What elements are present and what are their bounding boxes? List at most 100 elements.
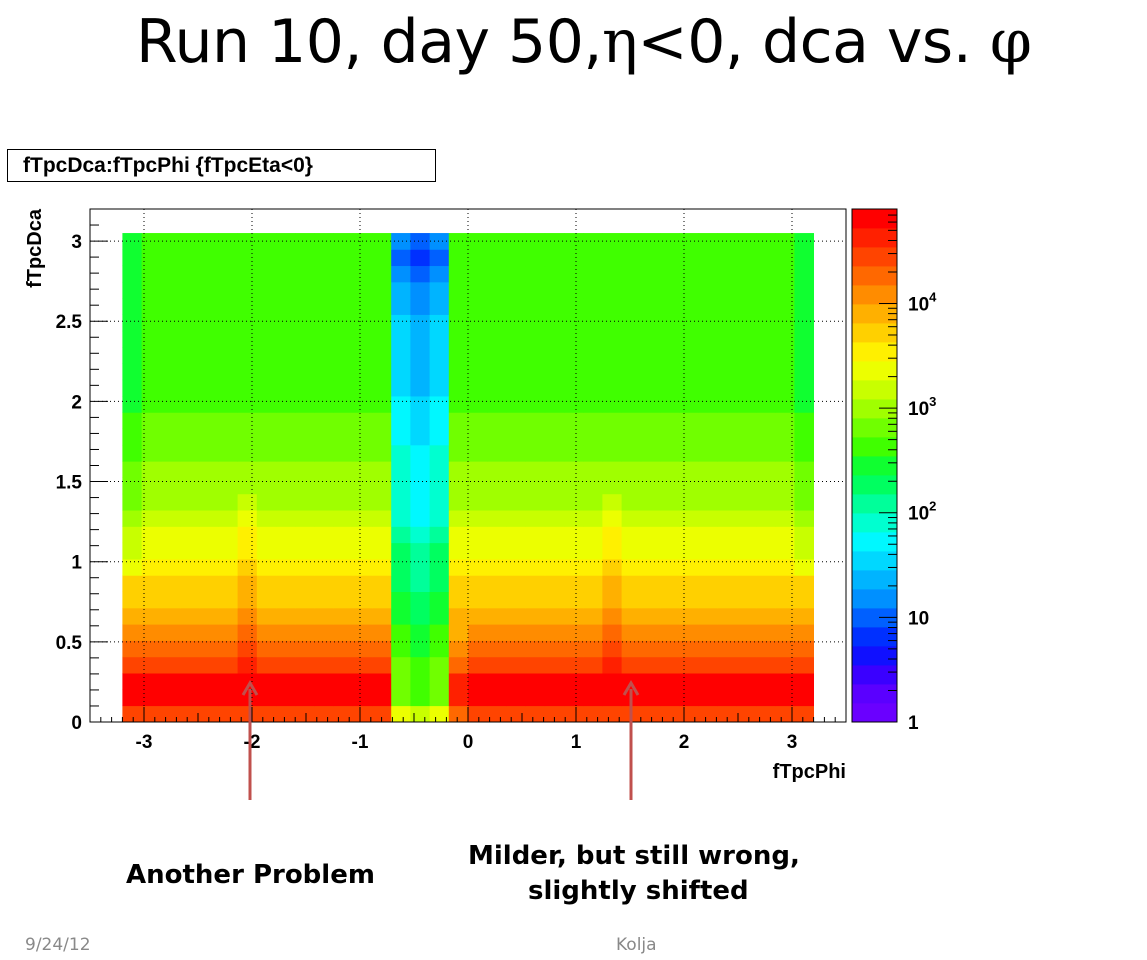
heatmap-cell	[218, 428, 238, 446]
heatmap-cell	[218, 607, 238, 625]
x-tick-label: -3	[136, 732, 153, 753]
heatmap-cell	[564, 444, 584, 462]
heatmap-cell	[122, 542, 142, 560]
heatmap-cell	[429, 233, 450, 250]
heatmap-cell	[794, 640, 814, 658]
heatmap-cell	[160, 265, 181, 283]
heatmap-cell	[448, 526, 469, 544]
heatmap-cell	[237, 428, 258, 446]
heatmap-cell	[410, 477, 430, 495]
heatmap-cell	[160, 281, 181, 299]
heatmap-cell	[256, 705, 277, 723]
heatmap-cell	[333, 428, 354, 446]
heatmap-cell	[410, 461, 430, 478]
heatmap-cell	[199, 412, 219, 430]
heatmap-cell	[180, 542, 200, 560]
heatmap-cell	[544, 249, 565, 267]
heatmap-cell	[621, 314, 642, 332]
heatmap-cell	[602, 396, 622, 413]
heatmap-cell	[679, 330, 699, 348]
heatmap-cell	[256, 689, 277, 707]
colorbar-swatch	[852, 228, 897, 248]
heatmap-cell	[199, 233, 219, 250]
heatmap-cell	[122, 249, 142, 267]
heatmap-cell	[448, 298, 469, 315]
heatmap-cell	[564, 607, 584, 625]
heatmap-cell	[352, 428, 373, 446]
heatmap-cell	[180, 396, 200, 413]
heatmap-cell	[717, 330, 738, 348]
heatmap-cell	[736, 249, 757, 267]
heatmap-cell	[237, 526, 258, 544]
heatmap-cell	[544, 526, 565, 544]
heatmap-cell	[237, 347, 258, 364]
heatmap-cell	[794, 510, 814, 527]
heatmap-cell	[160, 607, 181, 625]
heatmap-cell	[756, 363, 776, 381]
heatmap-cell	[698, 233, 718, 250]
heatmap-cell	[276, 477, 296, 495]
heatmap-cell	[180, 559, 200, 576]
heatmap-cell	[679, 705, 699, 723]
heatmap-cell	[276, 461, 296, 478]
heatmap-cell	[218, 624, 238, 641]
heatmap-cell	[256, 510, 277, 527]
heatmap-cell	[256, 640, 277, 658]
heatmap-cell	[160, 379, 181, 397]
heatmap-cell	[583, 607, 603, 625]
heatmap-cell	[160, 526, 181, 544]
heatmap-cell	[506, 591, 526, 609]
heatmap-cell	[256, 461, 277, 478]
heatmap-cell	[717, 347, 738, 364]
heatmap-cell	[141, 493, 162, 511]
heatmap-cell	[429, 249, 450, 267]
heatmap-cell	[448, 249, 469, 267]
heatmap-cell	[525, 624, 546, 641]
heatmap-cell	[141, 363, 162, 381]
heatmap-cell	[372, 428, 392, 446]
heatmap-cell	[506, 444, 526, 462]
colorbar-swatch	[852, 532, 897, 552]
heatmap-cell	[141, 265, 162, 283]
heatmap-cell	[237, 493, 258, 511]
heatmap-cell	[391, 363, 411, 381]
heatmap-cell	[640, 640, 661, 658]
heatmap-cell	[756, 607, 776, 625]
heatmap-cell	[410, 542, 430, 560]
heatmap-cell	[256, 314, 277, 332]
colorbar-swatch	[852, 304, 897, 324]
heatmap-cell	[602, 379, 622, 397]
heatmap-cell	[122, 510, 142, 527]
heatmap-cell	[276, 656, 296, 674]
heatmap-cell	[794, 493, 814, 511]
heatmap-cell	[698, 396, 718, 413]
heatmap-cell	[122, 298, 142, 315]
heatmap-cell	[487, 591, 507, 609]
heatmap-cell	[276, 542, 296, 560]
heatmap-cell	[160, 542, 181, 560]
heatmap-cell	[372, 298, 392, 315]
colorbar-tick-label: 10	[908, 608, 929, 629]
heatmap-cell	[314, 363, 334, 381]
heatmap-cell	[506, 624, 526, 641]
heatmap-cell	[525, 656, 546, 674]
heatmap-cell	[794, 705, 814, 723]
heatmap-cell	[794, 444, 814, 462]
heatmap-cell	[506, 347, 526, 364]
heatmap-cell	[756, 526, 776, 544]
heatmap-cell	[525, 265, 546, 283]
heatmap-cell	[352, 673, 373, 690]
heatmap-cell	[583, 705, 603, 723]
heatmap-cell	[410, 444, 430, 462]
heatmap-cell	[583, 624, 603, 641]
heatmap-cell	[756, 314, 776, 332]
heatmap-cell	[410, 493, 430, 511]
heatmap-cell	[640, 281, 661, 299]
heatmap-cell	[756, 510, 776, 527]
heatmap-cell	[506, 542, 526, 560]
heatmap-cell	[679, 379, 699, 397]
heatmap-cell	[717, 379, 738, 397]
heatmap-cell	[180, 607, 200, 625]
heatmap-cell	[640, 379, 661, 397]
heatmap-cell	[352, 591, 373, 609]
